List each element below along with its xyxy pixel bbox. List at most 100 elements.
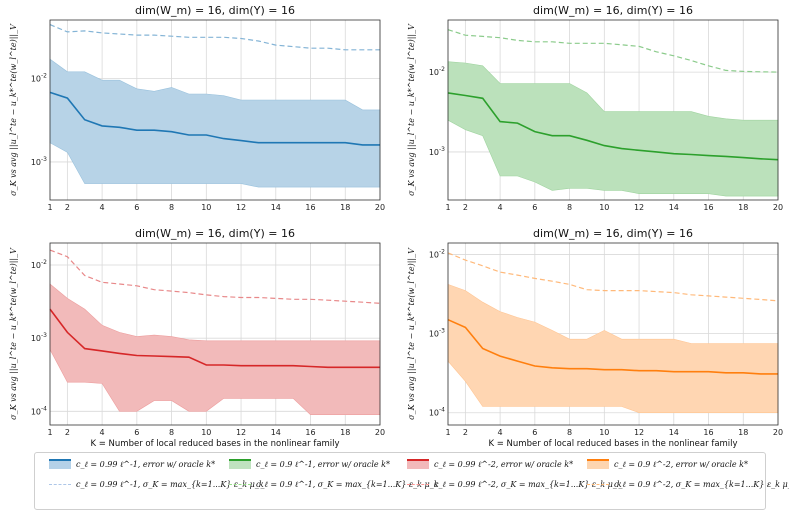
legend-label: c_ℓ = 0.99 ℓ^-2, σ_K = max_{k=1...K} ε_k…	[434, 480, 622, 489]
legend-item-blue-dash: c_ℓ = 0.99 ℓ^-1, σ_K = max_{k=1...K} ε_k…	[49, 480, 264, 489]
sigma-dashed-line	[447, 29, 779, 73]
legend-label: c_ℓ = 0.99 ℓ^-1, σ_K = max_{k=1...K} ε_k…	[76, 480, 264, 489]
legend-item-orange-dash: c_ℓ = 0.9 ℓ^-2, σ_K = max_{k=1...K} ε_k …	[587, 480, 789, 489]
y-tick-exponent: -4	[41, 405, 47, 412]
plot-frame	[447, 242, 779, 426]
y-axis-label: σ_K vs avg ||u_l^te − u_k*^te(w_l^te)||_…	[9, 23, 18, 196]
y-axis-label: σ_K vs avg ||u_l^te − u_k*^te(w_l^te)||_…	[407, 247, 416, 420]
x-tick-label: 2	[65, 203, 70, 212]
x-tick-label: 16	[305, 428, 315, 437]
x-tick-label: 10	[201, 203, 211, 212]
x-tick-label: 6	[134, 203, 139, 212]
legend-label: c_ℓ = 0.99 ℓ^-1, error w/ oracle k*	[76, 459, 216, 469]
chart-title: dim(W_m) = 16, dim(Y) = 16	[533, 227, 693, 240]
plot-frame	[49, 19, 381, 201]
oracle-error-line	[447, 92, 779, 161]
legend-label: c_ℓ = 0.9 ℓ^-2, error w/ oracle k*	[614, 459, 749, 469]
legend-label: c_ℓ = 0.9 ℓ^-1, error w/ oracle k*	[256, 459, 391, 469]
x-tick-label: 10	[599, 203, 609, 212]
x-tick-label: 1	[47, 428, 52, 437]
x-tick-label: 1	[47, 203, 52, 212]
oracle-error-line	[447, 318, 778, 375]
x-tick-label: 4	[100, 428, 105, 437]
x-tick-label: 18	[738, 428, 748, 437]
y-axis-label: σ_K vs avg ||u_l^te − u_k*^te(w_l^te)||_…	[9, 247, 18, 420]
y-tick-label: 10-4	[429, 407, 445, 418]
x-tick-label: 20	[375, 428, 385, 437]
sigma-dashed-line	[49, 24, 380, 51]
y-tick-label: 10-2	[31, 72, 47, 83]
x-axis-label: K = Number of local reduced bases in the…	[90, 439, 339, 449]
x-tick-label: 8	[169, 203, 174, 212]
error-band	[447, 283, 779, 413]
legend-swatch	[407, 459, 429, 469]
chart-title: dim(W_m) = 16, dim(Y) = 16	[135, 227, 295, 240]
y-tick-label: 10-3	[429, 328, 445, 339]
error-band	[447, 61, 779, 197]
x-tick-label: 12	[236, 428, 246, 437]
x-tick-label: 10	[599, 428, 609, 437]
legend-dash	[229, 484, 251, 485]
x-tick-label: 20	[773, 428, 783, 437]
y-tick-label: 10-2	[429, 249, 445, 260]
x-tick-label: 16	[703, 203, 713, 212]
legend-item-green-band: c_ℓ = 0.9 ℓ^-1, error w/ oracle k*	[229, 459, 390, 469]
x-tick-label: 18	[340, 203, 350, 212]
x-tick-label: 8	[567, 428, 572, 437]
legend: c_ℓ = 0.99 ℓ^-1, error w/ oracle k* c_ℓ …	[34, 452, 789, 510]
x-tick-label: 1	[445, 428, 450, 437]
x-tick-label: 6	[134, 428, 139, 437]
y-tick-exponent: -4	[439, 407, 445, 414]
y-tick-label: 10-3	[429, 146, 445, 157]
legend-item-orange-band: c_ℓ = 0.9 ℓ^-2, error w/ oracle k*	[587, 459, 748, 469]
x-tick-label: 6	[532, 428, 537, 437]
legend-swatch	[229, 459, 251, 469]
sigma-dashed-line	[447, 252, 779, 302]
y-tick-exponent: -2	[439, 249, 445, 256]
legend-label: c_ℓ = 0.9 ℓ^-2, σ_K = max_{k=1...K} ε_k …	[614, 480, 789, 489]
y-axis-label: σ_K vs avg ||u_l^te − u_k*^te(w_l^te)||_…	[407, 23, 416, 196]
y-tick-exponent: -2	[41, 259, 47, 266]
x-tick-label: 2	[463, 203, 468, 212]
x-tick-label: 16	[305, 203, 315, 212]
x-tick-label: 18	[340, 428, 350, 437]
x-tick-label: 8	[567, 203, 572, 212]
legend-item-red-band: c_ℓ = 0.99 ℓ^-2, error w/ oracle k*	[407, 459, 573, 469]
y-tick-label: 10-2	[31, 259, 47, 270]
x-tick-label: 14	[271, 203, 281, 212]
x-tick-label: 1	[445, 203, 450, 212]
error-band	[49, 283, 381, 415]
plot-frame	[49, 242, 381, 426]
oracle-error-line	[49, 91, 380, 146]
y-tick-label: 10-4	[31, 405, 47, 416]
y-tick-exponent: -3	[41, 156, 47, 163]
chart-title: dim(W_m) = 16, dim(Y) = 16	[533, 4, 693, 17]
legend-label: c_ℓ = 0.9 ℓ^-1, σ_K = max_{k=1...K} ε_k …	[256, 480, 439, 489]
x-tick-label: 20	[375, 203, 385, 212]
x-tick-label: 4	[498, 203, 503, 212]
x-tick-label: 18	[738, 203, 748, 212]
x-axis-label: K = Number of local reduced bases in the…	[488, 439, 737, 449]
x-tick-label: 4	[100, 203, 105, 212]
y-tick-exponent: -2	[41, 72, 47, 79]
sigma-dashed-line	[49, 249, 381, 304]
x-tick-label: 12	[634, 203, 644, 212]
legend-dash	[49, 484, 71, 485]
legend-label: c_ℓ = 0.99 ℓ^-2, error w/ oracle k*	[434, 459, 574, 469]
legend-item-blue-band: c_ℓ = 0.99 ℓ^-1, error w/ oracle k*	[49, 459, 215, 469]
x-tick-label: 6	[532, 203, 537, 212]
x-tick-label: 14	[669, 428, 679, 437]
y-tick-exponent: -2	[439, 66, 445, 73]
x-tick-label: 14	[271, 428, 281, 437]
x-tick-label: 2	[65, 428, 70, 437]
legend-dash	[587, 484, 609, 485]
legend-swatch	[49, 459, 71, 469]
x-tick-label: 10	[201, 428, 211, 437]
y-tick-exponent: -3	[439, 328, 445, 335]
x-tick-label: 4	[498, 428, 503, 437]
legend-dash	[407, 484, 429, 485]
